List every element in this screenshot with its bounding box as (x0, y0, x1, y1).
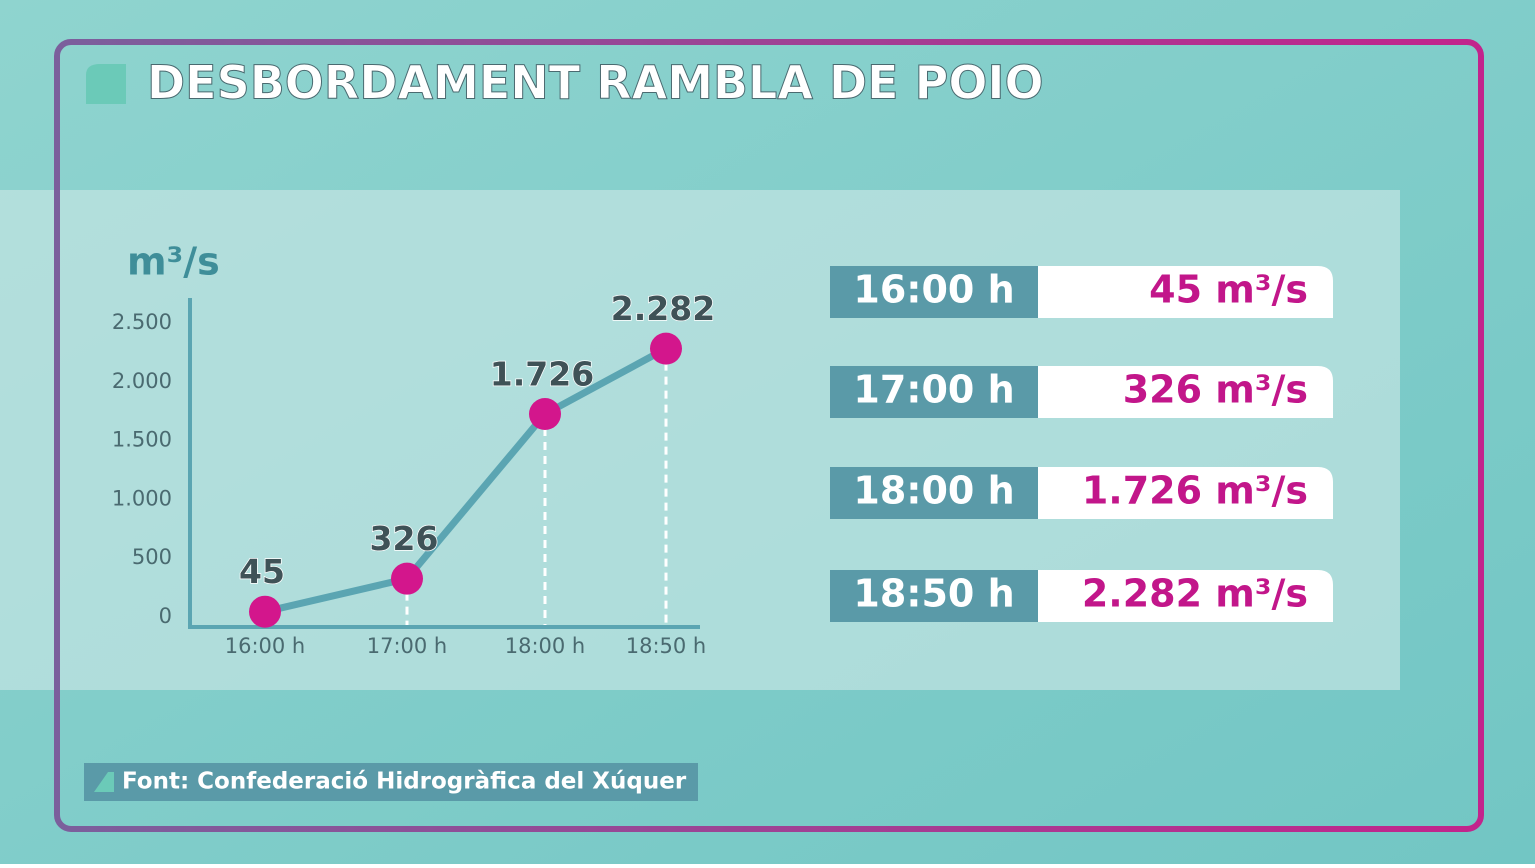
source-box (84, 763, 698, 801)
value-text: 2.282 m³/s (1082, 572, 1308, 616)
y-tick-label: 2.000 (112, 369, 172, 393)
point (391, 562, 423, 595)
time-text: 17:00 h (853, 368, 1014, 412)
time-cell (830, 366, 1038, 418)
value-cell (1038, 570, 1333, 622)
time-text: 18:00 h (853, 469, 1014, 513)
chart: 0 500 1.000 1.500 2.000 2.500 16:00 h 17:00 h 18… (112, 288, 716, 658)
time-cell (830, 467, 1038, 519)
frame (54, 39, 1484, 832)
y-axis-label: m³/s (127, 240, 220, 284)
source: Font: Confederació Hidrogràfica del Xúqu… (122, 769, 687, 795)
data-label: 1.726 (490, 355, 594, 394)
time-cell (830, 266, 1038, 318)
chart-title: DESBORDAMENT RAMBLA DE POIO (147, 56, 1044, 110)
time-cell (830, 570, 1038, 622)
data-label: 45 (239, 552, 285, 591)
time-text: 16:00 h (853, 268, 1014, 312)
y-tick-label: 500 (132, 545, 172, 569)
x-tick-label: 16:00 h (225, 634, 306, 658)
value-cell (1038, 366, 1333, 418)
value-text: 45 m³/s (1149, 268, 1308, 312)
y-tick-label: 1.000 (112, 486, 172, 510)
y-tick-label: 2.500 (112, 310, 172, 334)
x-tick-label: 18:00 h (505, 634, 586, 658)
value-text: 1.726 m³/s (1082, 469, 1308, 513)
line (264, 345, 668, 616)
value-text: 326 m³/s (1123, 368, 1308, 412)
x-tick-label: 17:00 h (367, 634, 448, 658)
y-tick-label: 1.500 (112, 428, 172, 452)
title-icon (86, 64, 126, 104)
value-cell (1038, 266, 1333, 318)
value-cell (1038, 467, 1333, 519)
data-label: 2.282 (611, 289, 715, 328)
point (529, 398, 561, 431)
point (650, 332, 682, 365)
time-text: 18:50 h (853, 572, 1014, 616)
x-tick-label: 18:50 h (626, 634, 707, 658)
y-tick-label: 0 (159, 604, 172, 628)
point (249, 595, 281, 628)
table: 16:00 h 45 m³/s 17:00 h 326 m³/s 18:00 h 1.72… (830, 266, 1333, 622)
data-label: 326 (370, 519, 439, 558)
source-icon (94, 772, 114, 792)
